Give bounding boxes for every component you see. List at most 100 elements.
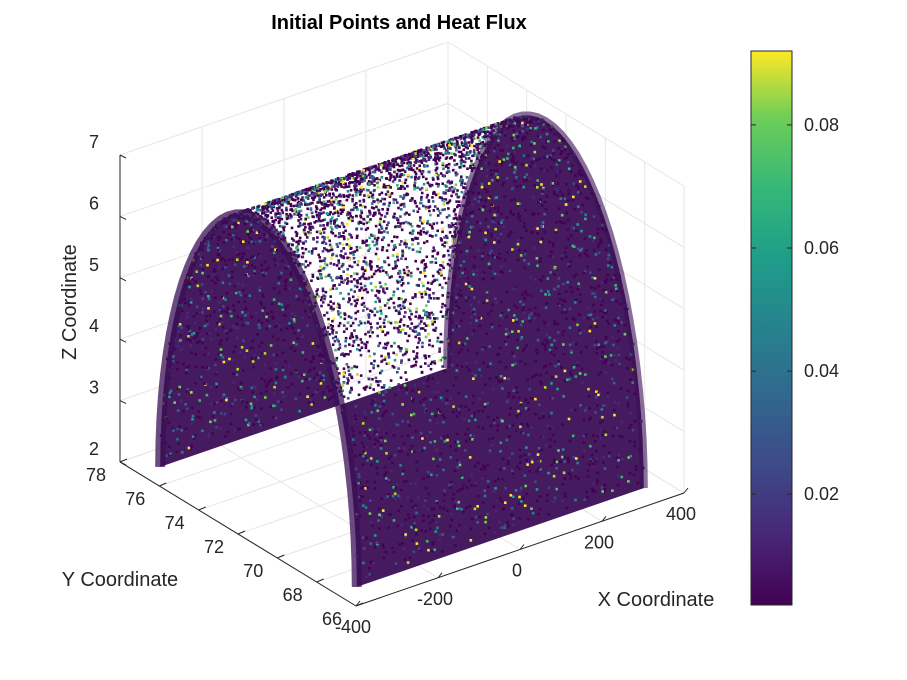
scatter-point xyxy=(441,399,444,402)
scatter-point xyxy=(423,266,427,270)
scatter-point xyxy=(391,159,394,162)
scatter-point xyxy=(568,377,572,381)
scatter-point xyxy=(260,269,264,272)
scatter-point xyxy=(264,268,268,271)
scatter-point xyxy=(351,194,355,197)
scatter-point xyxy=(367,330,371,334)
scatter-point xyxy=(396,370,399,374)
scatter-point xyxy=(422,519,425,523)
scatter-point xyxy=(384,193,388,196)
scatter-point xyxy=(386,223,389,227)
scatter-point xyxy=(409,499,413,503)
scatter-point xyxy=(415,167,419,170)
scatter-point xyxy=(330,196,334,200)
scatter-point xyxy=(382,220,386,223)
scatter-point xyxy=(235,236,238,240)
scatter-point xyxy=(598,346,602,349)
scatter-point xyxy=(457,150,461,154)
scatter-point xyxy=(413,187,416,191)
scatter-point xyxy=(308,188,312,192)
scatter-point xyxy=(450,180,454,184)
scatter-point xyxy=(331,330,334,334)
scatter-point xyxy=(589,271,592,274)
scatter-point xyxy=(523,347,526,350)
scatter-point xyxy=(439,212,442,215)
scatter-point xyxy=(594,396,598,399)
scatter-point xyxy=(541,435,545,439)
scatter-point xyxy=(429,441,432,444)
scatter-point xyxy=(482,236,485,240)
scatter-point xyxy=(384,496,387,499)
scatter-point xyxy=(236,224,240,227)
scatter-point xyxy=(413,326,416,330)
scatter-point xyxy=(510,136,513,140)
scatter-point xyxy=(473,312,477,316)
scatter-point xyxy=(316,288,319,291)
scatter-point xyxy=(406,561,410,564)
scatter-point xyxy=(335,264,339,267)
scatter-point xyxy=(483,494,487,498)
scatter-point xyxy=(477,200,481,203)
scatter-point xyxy=(341,223,345,226)
scatter-point xyxy=(436,422,439,425)
scatter-point xyxy=(425,150,429,153)
scatter-point xyxy=(628,358,631,361)
scatter-point xyxy=(413,170,417,174)
scatter-point xyxy=(408,448,412,452)
scatter-point xyxy=(468,285,471,288)
scatter-point xyxy=(610,278,613,281)
scatter-point xyxy=(584,373,587,376)
scatter-point xyxy=(440,238,443,241)
scatter-point xyxy=(308,315,311,318)
scatter-point xyxy=(340,280,343,284)
scatter-point xyxy=(599,297,603,301)
scatter-point xyxy=(527,317,531,320)
scatter-point xyxy=(380,225,383,228)
scatter-point xyxy=(543,146,547,150)
scatter-point xyxy=(533,184,536,187)
scatter-point xyxy=(480,468,483,471)
scatter-point xyxy=(482,130,486,133)
scatter-point xyxy=(522,431,525,435)
scatter-point xyxy=(302,230,306,233)
scatter-point xyxy=(557,449,560,452)
scatter-point xyxy=(451,237,455,240)
scatter-point xyxy=(284,267,288,270)
scatter-point xyxy=(307,233,311,237)
scatter-point xyxy=(490,451,493,454)
scatter-point xyxy=(236,326,240,330)
scatter-point xyxy=(281,308,285,311)
scatter-point xyxy=(593,287,596,290)
scatter-point xyxy=(593,277,597,280)
scatter-point xyxy=(457,200,461,203)
scatter-point xyxy=(474,360,478,364)
scatter-point xyxy=(435,182,438,186)
scatter-point xyxy=(377,527,381,530)
scatter-point xyxy=(252,423,256,426)
scatter-point xyxy=(249,346,252,350)
scatter-point xyxy=(301,223,304,227)
scatter-point xyxy=(337,347,340,351)
scatter-point xyxy=(263,379,267,383)
scatter-point xyxy=(379,371,382,375)
scatter-point xyxy=(424,436,428,439)
scatter-point xyxy=(220,399,223,403)
scatter-point xyxy=(300,263,304,266)
scatter-point xyxy=(599,309,602,313)
scatter-point xyxy=(596,478,599,482)
scatter-point xyxy=(555,221,558,224)
scatter-point xyxy=(604,341,607,345)
scatter-point xyxy=(301,351,305,354)
scatter-point xyxy=(371,170,375,174)
scatter-point xyxy=(309,398,312,401)
scatter-point xyxy=(346,268,349,271)
scatter-point xyxy=(431,176,435,180)
scatter-point xyxy=(380,328,383,331)
scatter-point xyxy=(323,247,326,250)
scatter-point xyxy=(196,284,200,288)
scatter-point xyxy=(394,159,397,162)
scatter-point xyxy=(214,358,218,361)
scatter-point xyxy=(222,360,226,364)
scatter-point xyxy=(194,365,197,369)
scatter-point xyxy=(432,178,435,181)
